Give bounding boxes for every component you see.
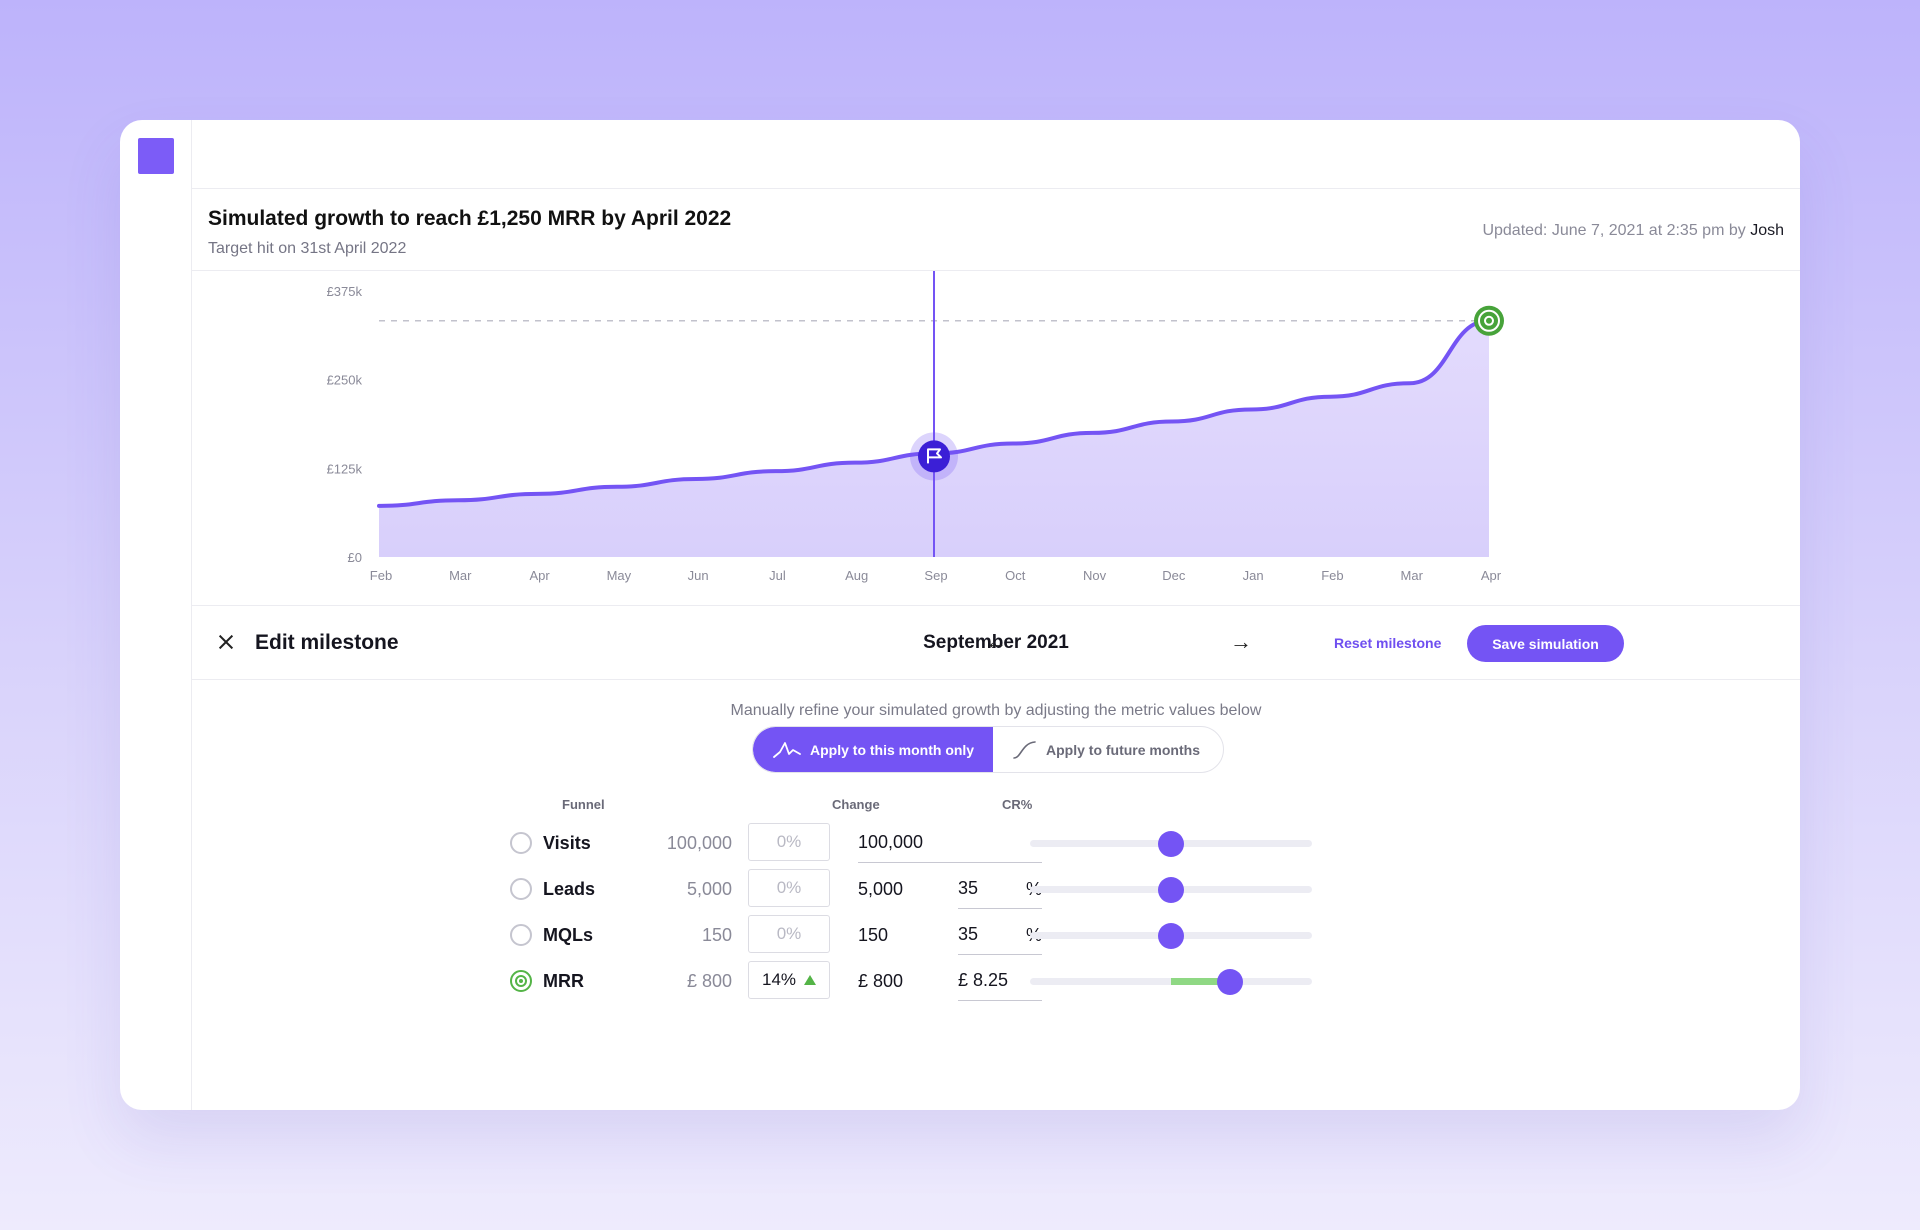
value-input[interactable] xyxy=(858,915,938,955)
metric-slider[interactable] xyxy=(1030,831,1312,857)
x-tick-label: Nov xyxy=(1083,568,1107,583)
reset-milestone-button[interactable]: Reset milestone xyxy=(1334,635,1442,651)
row-label: Visits xyxy=(543,833,591,853)
chart-area-fill xyxy=(379,320,1489,557)
y-tick-label: £250k xyxy=(327,373,363,388)
page-title: Simulated growth to reach £1,250 MRR by … xyxy=(208,207,732,230)
row-select-radio-active[interactable] xyxy=(510,970,532,992)
x-tick-label: Jan xyxy=(1243,568,1264,583)
app-logo[interactable] xyxy=(138,138,174,174)
milestone-month: September 2021 xyxy=(923,632,1069,653)
curve-chart-icon xyxy=(1013,740,1036,759)
funnel-row-visits: Visits 100,000 0% xyxy=(192,823,1800,863)
spike-chart-icon xyxy=(773,741,801,758)
funnel-row-leads: Leads 5,000 0% % xyxy=(192,869,1800,909)
updated-timestamp: Updated: June 7, 2021 at 2:35 pm xyxy=(1482,222,1725,239)
next-month-icon[interactable]: → xyxy=(1230,629,1252,654)
cr-input[interactable] xyxy=(958,961,1042,1001)
funnel-row-mqls: MQLs 150 0% % xyxy=(192,915,1800,955)
flag-icon xyxy=(927,448,942,464)
row-label: Leads xyxy=(543,879,596,899)
apply-mode-toggle: Apply to this month only Apply to future… xyxy=(752,726,1224,773)
col-head-funnel: Funnel xyxy=(562,797,605,812)
y-tick-label: £0 xyxy=(348,550,362,565)
x-tick-label: Aug xyxy=(845,568,868,583)
funnel-row-mrr: MRR £ 800 14% xyxy=(192,961,1800,1001)
row-base-value: 150 xyxy=(701,925,732,945)
selected-point xyxy=(918,440,950,473)
apply-this-month-button[interactable]: Apply to this month only xyxy=(753,727,993,772)
apply-future-months-button[interactable]: Apply to future months xyxy=(993,727,1223,772)
x-tick-label: May xyxy=(607,568,632,583)
row-label: MRR xyxy=(543,971,584,991)
cr-input[interactable] xyxy=(958,915,1042,955)
value-input[interactable] xyxy=(858,823,1042,863)
change-value: 14% xyxy=(762,970,797,989)
save-simulation-button[interactable]: Save simulation xyxy=(1467,625,1624,662)
panel-hint: Manually refine your simulated growth by… xyxy=(730,702,1262,719)
edit-milestone-bar: Edit milestone September 2021 ← → Reset … xyxy=(192,606,1800,680)
x-tick-label: Oct xyxy=(1005,568,1026,583)
page-subtitle: Target hit on 31st April 2022 xyxy=(208,240,407,257)
target-icon-ring xyxy=(1478,309,1500,332)
y-tick-label: £125k xyxy=(327,461,363,476)
growth-chart: £0 £125k £250k £375k Feb Mar Apr May Jun Jul Aug Se… xyxy=(192,270,1800,606)
slider-thumb[interactable] xyxy=(1217,969,1244,995)
slider-thumb[interactable] xyxy=(1158,923,1184,949)
change-input[interactable]: 0% xyxy=(748,915,830,953)
row-base-value: 100,000 xyxy=(666,833,732,853)
x-tick-label: Mar xyxy=(449,568,472,583)
target-icon-center xyxy=(1484,315,1494,326)
prev-month-icon[interactable]: ← xyxy=(985,629,1007,654)
x-tick-label: Apr xyxy=(529,568,550,583)
updated-by-user[interactable]: Josh xyxy=(1750,222,1784,239)
x-tick-label: Jul xyxy=(769,568,786,583)
x-tick-label: Dec xyxy=(1162,568,1186,583)
x-tick-label: Jun xyxy=(688,568,709,583)
growth-chart-svg: £0 £125k £250k £375k Feb Mar Apr May Jun Jul Aug Se… xyxy=(327,271,1504,583)
row-select-radio[interactable] xyxy=(510,878,532,900)
value-input[interactable] xyxy=(858,961,938,1001)
x-tick-label: Mar xyxy=(1401,568,1424,583)
row-base-value: £ 800 xyxy=(686,971,732,991)
col-head-cr: CR% xyxy=(1002,797,1033,812)
updated-by-prefix: by xyxy=(1728,222,1746,239)
increase-arrow-icon xyxy=(804,975,816,985)
metric-slider[interactable] xyxy=(1030,969,1312,995)
x-tick-label: Feb xyxy=(370,568,392,583)
metric-slider[interactable] xyxy=(1030,877,1312,903)
apply-this-month-label: Apply to this month only xyxy=(810,741,975,758)
row-base-value: 5,000 xyxy=(686,879,732,899)
row-label: MQLs xyxy=(543,925,594,945)
slider-fill xyxy=(1171,978,1231,985)
change-input[interactable]: 0% xyxy=(748,869,830,907)
chart-header: Simulated growth to reach £1,250 MRR by … xyxy=(192,189,1800,389)
app-card: Simulated growth to reach £1,250 MRR by … xyxy=(120,120,1800,1110)
metric-panel: Manually refine your simulated growth by… xyxy=(192,680,1800,1110)
slider-thumb[interactable] xyxy=(1158,831,1184,857)
row-select-radio[interactable] xyxy=(510,832,532,854)
cr-input[interactable] xyxy=(958,869,1042,909)
value-input[interactable] xyxy=(858,869,938,909)
row-select-radio[interactable] xyxy=(510,924,532,946)
edit-milestone-title: Edit milestone xyxy=(255,631,399,654)
y-tick-label: £375k xyxy=(327,284,363,299)
x-tick-label: Apr xyxy=(1481,568,1502,583)
top-bar xyxy=(192,120,1800,189)
x-tick-label: Sep xyxy=(924,568,947,583)
change-input[interactable]: 0% xyxy=(748,823,830,861)
metric-slider[interactable] xyxy=(1030,923,1312,949)
apply-future-months-label: Apply to future months xyxy=(1046,741,1200,758)
sidebar xyxy=(120,120,192,1110)
col-head-change: Change xyxy=(832,797,880,812)
change-input[interactable]: 14% xyxy=(748,961,830,999)
x-tick-label: Feb xyxy=(1321,568,1343,583)
slider-thumb[interactable] xyxy=(1158,877,1184,903)
updated-info: Updated: June 7, 2021 at 2:35 pm by Josh xyxy=(1482,222,1784,240)
